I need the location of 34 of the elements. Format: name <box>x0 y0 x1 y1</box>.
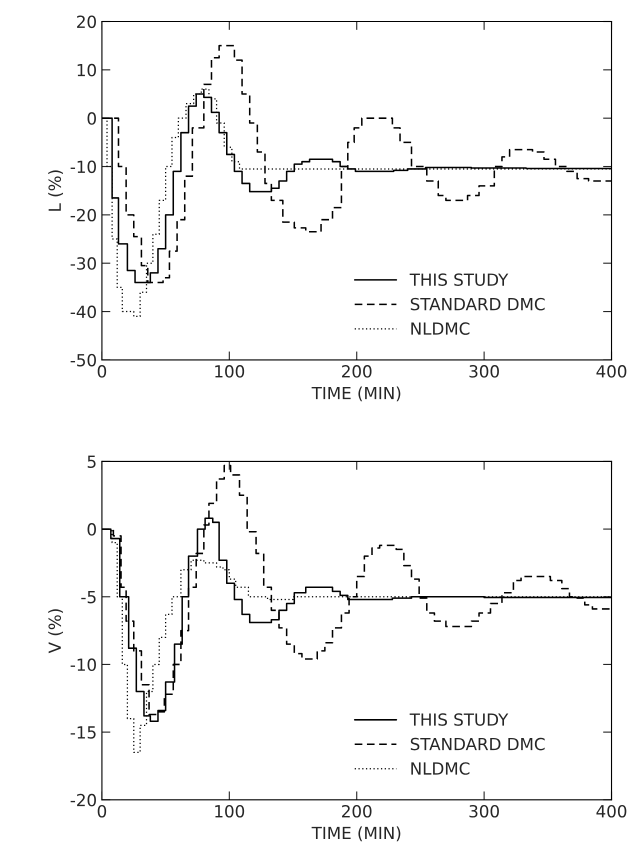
y-tick-label: -40 <box>70 306 96 318</box>
legend-label: NLDMC <box>411 762 470 775</box>
x-tick-label: 400 <box>596 365 626 378</box>
y-tick-label: -15 <box>70 726 96 739</box>
x-axis-title: TIME (MIN) <box>312 826 400 842</box>
y-axis-title: V (%) <box>48 609 64 654</box>
y-tick-label: -10 <box>70 160 96 174</box>
y-tick-label: 0 <box>88 523 96 536</box>
legend-label: THIS STUDY <box>410 273 508 286</box>
x-tick-label: 0 <box>98 365 106 378</box>
x-tick-label: 200 <box>342 804 372 818</box>
x-tick-label: 0 <box>98 804 106 818</box>
legend-label: NLDMC <box>411 322 470 335</box>
y-tick-label: 0 <box>88 112 96 125</box>
y-tick-label: -20 <box>70 208 96 222</box>
legend-label: THIS STUDY <box>410 713 508 726</box>
y-tick-label: -10 <box>70 658 96 672</box>
y-axis-title: L (%) <box>48 170 64 211</box>
y-tick-label: 10 <box>78 64 96 76</box>
legend-label: STANDARD DMC <box>410 738 545 750</box>
y-tick-label: 20 <box>77 15 96 28</box>
x-tick-label: 200 <box>342 365 372 378</box>
legend-label: STANDARD DMC <box>410 298 545 310</box>
x-tick-label: 300 <box>469 804 499 818</box>
y-tick-label: -5 <box>81 590 96 604</box>
y-tick-label: -50 <box>70 354 96 366</box>
x-axis-title: TIME (MIN) <box>312 386 400 402</box>
x-tick-label: 400 <box>596 804 626 818</box>
y-tick-label: 5 <box>88 456 96 468</box>
y-tick-label: -20 <box>70 794 96 806</box>
x-tick-label: 100 <box>215 365 244 378</box>
y-tick-label: -30 <box>70 257 96 270</box>
x-tick-label: 300 <box>469 365 499 378</box>
x-tick-label: 100 <box>215 804 244 818</box>
